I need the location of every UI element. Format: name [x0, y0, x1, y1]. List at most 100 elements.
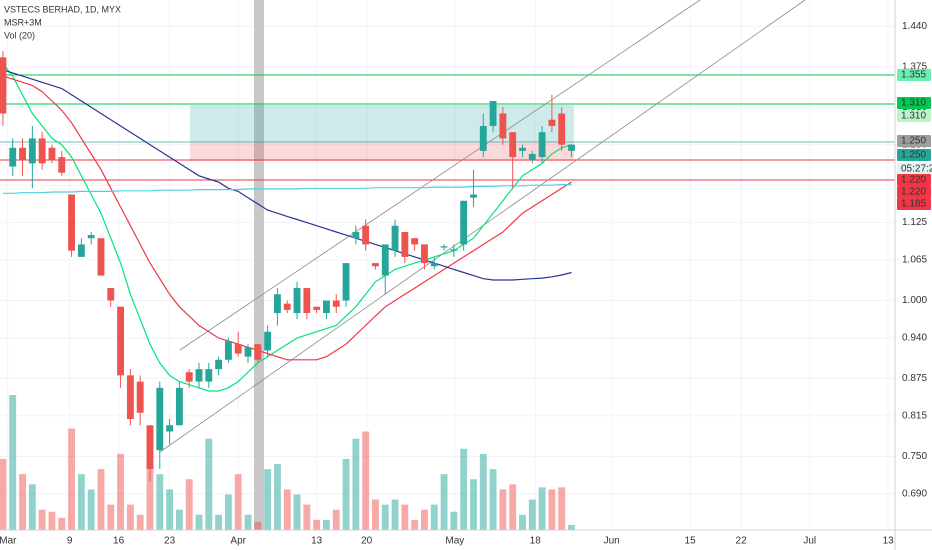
volume-bar [362, 431, 370, 530]
candle-body [28, 138, 36, 164]
candle-body [136, 381, 144, 413]
candle-body [342, 263, 350, 301]
volume-bar [38, 509, 46, 530]
candle-body [273, 294, 281, 314]
x-tick-label: 18 [530, 536, 542, 547]
volume-bar [479, 453, 487, 530]
moving-averages [2, 63, 572, 392]
candle-body [430, 263, 438, 267]
candle-body [254, 344, 262, 360]
y-tick-label: 1.375 [902, 61, 927, 72]
volume-bar [401, 504, 409, 530]
volume-bar [450, 511, 458, 530]
candle-body [479, 125, 487, 151]
candle-body [362, 225, 370, 245]
volume-bar [68, 428, 75, 530]
candle-body [548, 119, 556, 126]
price-tag: 1.185 [901, 199, 926, 210]
candle-body [185, 372, 193, 382]
volume-bar [146, 464, 154, 530]
candle-body [146, 425, 154, 469]
x-tick-label: 9 [67, 536, 73, 547]
volume-bar [107, 504, 115, 530]
x-tick-label: 13 [883, 536, 895, 547]
volume-bar [195, 514, 203, 530]
volume-bar [421, 509, 428, 530]
x-tick-label: May [445, 536, 464, 547]
y-tick-label: 0.690 [902, 488, 927, 499]
price-tag-bg [897, 69, 931, 81]
volume-bar [283, 489, 291, 530]
candle-body [126, 375, 134, 420]
volume-bar [273, 464, 281, 530]
y-tick-label: 0.875 [902, 373, 927, 384]
volume-bar [166, 489, 174, 530]
volume-bar [352, 438, 360, 530]
price-tag: 1.355 [901, 70, 926, 81]
price-tag: 05:27:26 [901, 164, 932, 175]
candle-body [391, 225, 399, 251]
candle-body [460, 200, 468, 245]
candle-body [0, 57, 7, 114]
volume-bar [254, 521, 262, 530]
candle-body [470, 194, 477, 198]
volume-bar [519, 514, 526, 530]
candle-body [234, 344, 242, 354]
volume-bar [411, 519, 419, 530]
volume-bar [430, 504, 438, 530]
volume-bar [234, 474, 242, 530]
volume-bar [97, 469, 105, 530]
volume-bar [293, 494, 301, 530]
price-tag: 1.310 [901, 98, 926, 109]
volume-bar [77, 474, 85, 530]
candle-body [48, 147, 56, 161]
volume-bar [313, 519, 321, 530]
volume-bar [205, 438, 213, 530]
volume-bar [489, 469, 497, 530]
volume-bar [185, 479, 193, 530]
y-tick-label: 1.000 [902, 295, 927, 306]
candle-body [156, 387, 164, 451]
volume-bar [303, 504, 311, 530]
candle-body [519, 147, 526, 151]
price-tag-bg [897, 97, 931, 109]
volume-bar [0, 458, 7, 530]
candle-body [499, 113, 507, 139]
volume-label: Vol (20) [4, 30, 35, 40]
candle-body [283, 303, 291, 310]
candle-body [528, 154, 536, 161]
x-tick-label: 15 [685, 536, 697, 547]
candle-body [224, 341, 232, 360]
candle-body [117, 306, 125, 376]
y-tick-label: 0.940 [902, 333, 927, 344]
candle-body [205, 369, 213, 382]
candle-body [68, 194, 75, 251]
ma-line [2, 184, 572, 194]
candle-body [352, 231, 360, 239]
candle-body [244, 347, 252, 357]
y-tick-label: 0.750 [902, 451, 927, 462]
candle-body [323, 300, 330, 314]
ma-line [2, 69, 572, 281]
candle-body [568, 144, 575, 151]
volume-bar [499, 489, 507, 530]
candle-body [450, 249, 458, 251]
price-tag: 1.220 [901, 187, 926, 198]
candles [0, 51, 575, 482]
volume-bar [48, 511, 56, 530]
volume-bar [126, 504, 134, 530]
candle-body [313, 306, 321, 310]
candle-body [77, 244, 85, 257]
volume-pane [0, 395, 575, 530]
volume-bar [558, 487, 566, 530]
volume-bar [509, 484, 517, 530]
volume-bar [28, 484, 36, 530]
volume-bar [568, 524, 575, 530]
price-tag: 1.250 [901, 150, 926, 161]
volume-bar [548, 489, 556, 530]
volume-bar [19, 474, 26, 530]
volume-bar [528, 499, 536, 530]
candle-body [293, 288, 301, 314]
volume-bar [391, 499, 399, 530]
